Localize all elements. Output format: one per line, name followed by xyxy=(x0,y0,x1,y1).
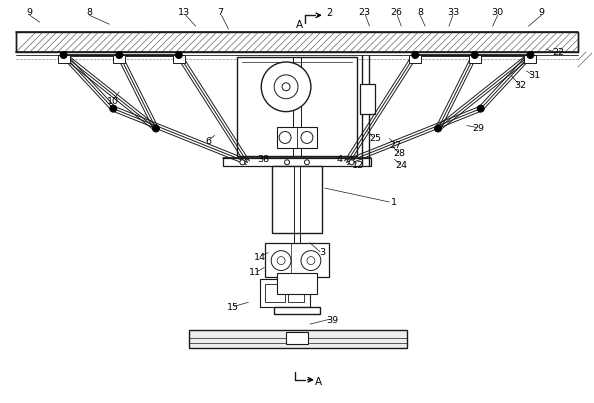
Text: 9: 9 xyxy=(538,8,544,17)
Bar xyxy=(16,32,578,52)
Circle shape xyxy=(307,257,315,264)
Bar xyxy=(469,55,481,63)
Text: 39: 39 xyxy=(327,316,339,325)
Text: A: A xyxy=(315,377,323,387)
Text: 6: 6 xyxy=(206,137,211,146)
Circle shape xyxy=(301,131,313,143)
Bar xyxy=(223,158,371,166)
Bar xyxy=(238,57,356,156)
Bar xyxy=(409,55,421,63)
Text: 30: 30 xyxy=(492,8,504,17)
Circle shape xyxy=(349,160,354,165)
Bar xyxy=(265,285,285,302)
Circle shape xyxy=(153,125,159,132)
Circle shape xyxy=(274,75,298,99)
Circle shape xyxy=(435,125,441,132)
Circle shape xyxy=(477,105,484,112)
Bar xyxy=(274,307,320,314)
Text: 4: 4 xyxy=(337,155,343,164)
Text: 11: 11 xyxy=(249,268,261,277)
Text: 22: 22 xyxy=(552,48,564,56)
Text: 29: 29 xyxy=(473,124,485,133)
Bar xyxy=(173,55,185,63)
Circle shape xyxy=(240,160,245,165)
Circle shape xyxy=(471,52,478,58)
Bar xyxy=(288,285,304,302)
Text: 31: 31 xyxy=(528,71,541,80)
Circle shape xyxy=(261,62,311,112)
Text: 1: 1 xyxy=(391,199,397,208)
Text: 38: 38 xyxy=(257,155,269,164)
Text: 2: 2 xyxy=(327,8,333,18)
Text: 8: 8 xyxy=(417,8,423,17)
Text: 14: 14 xyxy=(254,253,266,262)
Circle shape xyxy=(277,257,285,264)
Text: 3: 3 xyxy=(319,248,325,257)
Circle shape xyxy=(412,52,419,58)
Bar xyxy=(265,243,329,278)
Bar xyxy=(277,127,317,148)
Bar xyxy=(58,55,69,63)
Text: 13: 13 xyxy=(178,8,190,17)
Bar xyxy=(113,55,125,63)
Text: 32: 32 xyxy=(514,81,526,90)
Circle shape xyxy=(527,52,534,58)
Text: 28: 28 xyxy=(393,149,405,158)
Text: 7: 7 xyxy=(217,8,223,17)
Bar xyxy=(260,279,310,307)
Text: 25: 25 xyxy=(369,134,381,143)
Text: 15: 15 xyxy=(226,303,238,312)
Bar xyxy=(277,272,317,294)
Text: 8: 8 xyxy=(87,8,93,17)
Text: 27: 27 xyxy=(389,141,402,150)
Circle shape xyxy=(116,52,123,58)
Circle shape xyxy=(110,105,117,112)
Text: 24: 24 xyxy=(395,161,407,170)
Circle shape xyxy=(175,52,182,58)
Text: 26: 26 xyxy=(390,8,402,17)
Circle shape xyxy=(279,131,291,143)
Circle shape xyxy=(305,160,309,165)
Bar xyxy=(286,332,308,344)
Circle shape xyxy=(271,251,291,270)
Circle shape xyxy=(301,251,321,270)
Circle shape xyxy=(60,52,67,58)
Circle shape xyxy=(285,160,289,165)
Text: 23: 23 xyxy=(358,8,371,17)
Text: 12: 12 xyxy=(352,161,364,170)
Bar xyxy=(189,330,407,348)
Text: 9: 9 xyxy=(27,8,33,17)
Bar xyxy=(272,166,322,233)
Bar xyxy=(525,55,536,63)
Text: A: A xyxy=(296,20,304,30)
Bar xyxy=(359,84,375,114)
Text: 10: 10 xyxy=(108,97,119,106)
Circle shape xyxy=(282,83,290,91)
Text: 33: 33 xyxy=(447,8,459,17)
